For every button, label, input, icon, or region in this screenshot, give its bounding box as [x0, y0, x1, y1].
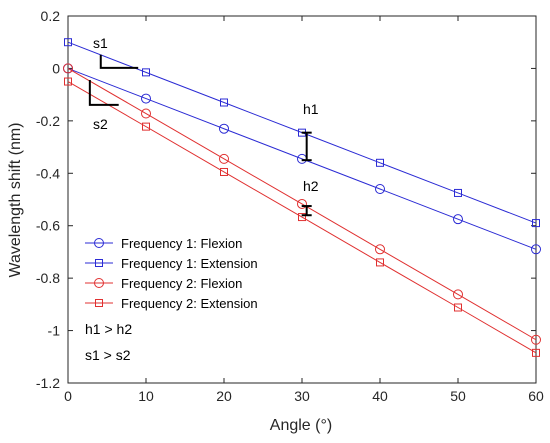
x-tick-label: 20	[216, 388, 232, 404]
slope-s2-marker	[88, 79, 119, 106]
data-point	[376, 158, 384, 167]
data-point	[142, 68, 150, 77]
annotation-s1: s1	[93, 35, 108, 51]
data-point	[298, 213, 306, 222]
y-tick-label: 0.2	[41, 8, 61, 24]
data-point	[141, 93, 151, 104]
difference-h2-marker	[301, 205, 312, 217]
data-point	[64, 38, 72, 47]
data-point	[375, 184, 385, 195]
y-axis-label: Wavelength shift (nm)	[7, 122, 24, 277]
data-point	[64, 77, 72, 86]
data-point	[297, 198, 307, 209]
x-tick-label: 50	[450, 388, 466, 404]
legend-marker	[95, 299, 103, 307]
series-line	[67, 81, 537, 354]
x-tick-label: 10	[138, 388, 154, 404]
annotation-s-compare: s1 > s2	[85, 347, 131, 363]
data-point	[63, 63, 73, 74]
data-point	[531, 244, 541, 255]
legend-marker	[94, 278, 104, 288]
x-tick-label: 0	[64, 388, 72, 404]
y-tick-label: -0.2	[36, 113, 60, 129]
data-point	[141, 108, 151, 119]
data-point	[219, 123, 229, 134]
x-tick-label: 30	[294, 388, 310, 404]
data-point	[454, 188, 462, 197]
data-point	[220, 98, 228, 107]
y-tick-label: -1	[48, 323, 61, 339]
x-tick-label: 60	[528, 388, 544, 404]
y-tick-label: -1.2	[36, 375, 60, 391]
legend-entry-label: Frequency 1: Flexion	[121, 236, 242, 251]
y-tick-label: -0.8	[36, 270, 60, 286]
annotation-h1: h1	[303, 101, 319, 117]
legend-marker	[94, 238, 104, 248]
data-point	[532, 348, 540, 357]
annotation-h-compare: h1 > h2	[85, 321, 132, 337]
legend: Frequency 1: Flexion Frequency 1: Extensi…	[85, 236, 258, 311]
data-point	[376, 258, 384, 267]
annotation-s2: s2	[93, 116, 108, 132]
legend-entry-label: Frequency 1: Extension	[121, 256, 258, 271]
legend-entry-label: Frequency 2: Extension	[121, 296, 258, 311]
difference-h1-marker	[301, 131, 312, 162]
data-point	[375, 244, 385, 255]
series-line	[67, 67, 537, 341]
data-point	[453, 289, 463, 300]
annotation-h2: h2	[303, 178, 319, 194]
data-point	[531, 334, 541, 345]
slope-s1-marker	[99, 54, 139, 69]
legend-marker	[95, 259, 103, 267]
y-tick-label: 0	[52, 60, 60, 76]
data-point	[532, 219, 540, 228]
series-line	[67, 67, 537, 250]
data-point	[219, 153, 229, 164]
data-point	[142, 122, 150, 131]
data-point	[454, 303, 462, 312]
data-point	[453, 214, 463, 225]
y-tick-label: -0.4	[36, 165, 60, 181]
legend-entry-label: Frequency 2: Flexion	[121, 276, 242, 291]
data-point	[220, 167, 228, 176]
x-axis-label: Angle (°)	[270, 417, 332, 434]
y-tick-label: -0.6	[36, 218, 60, 234]
plot-area: 0 10 20 30 40 50 60 0.2 0 -0.2 -0.4 -0.6 -0.8 -1 -1.2	[36, 8, 544, 404]
x-tick-label: 40	[372, 388, 388, 404]
